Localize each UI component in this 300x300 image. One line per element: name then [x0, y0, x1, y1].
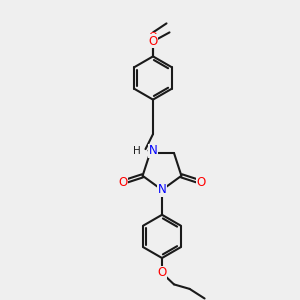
Text: O: O — [148, 32, 158, 43]
Text: N: N — [148, 144, 157, 157]
Text: O: O — [196, 176, 206, 189]
Text: O: O — [118, 176, 128, 189]
Text: N: N — [158, 183, 166, 196]
Text: O: O — [158, 266, 166, 280]
Text: O: O — [148, 35, 158, 48]
Text: H: H — [133, 146, 141, 156]
